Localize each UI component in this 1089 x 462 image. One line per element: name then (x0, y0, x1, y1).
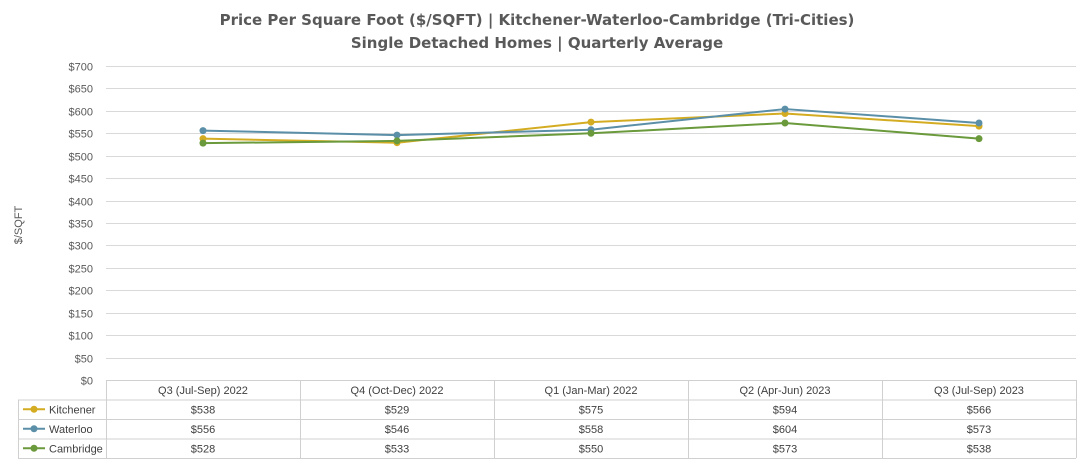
data-cell: $573 (773, 443, 797, 455)
data-cell: $575 (579, 404, 603, 416)
data-table: Q3 (Jul-Sep) 2022 Q4 (Oct-Dec) 2022 Q1 (Ja… (18, 380, 1077, 459)
y-tick-label: $250 (69, 264, 93, 276)
legend-label: Cambridge (49, 443, 103, 455)
y-tick-label: $400 (69, 197, 93, 209)
legend-label: Kitchener (49, 404, 96, 416)
data-cell: $556 (191, 424, 215, 436)
y-axis-label: $/SQFT (13, 205, 25, 244)
y-tick-label: $450 (69, 174, 93, 186)
category-label: Q4 (Oct-Dec) 2022 (351, 385, 444, 397)
y-tick-label: $150 (69, 309, 93, 321)
y-tick-label: $700 (69, 62, 93, 74)
y-tick-label: $300 (69, 241, 93, 253)
chart-subtitle: Single Detached Homes | Quarterly Averag… (351, 34, 723, 53)
data-cell: $604 (773, 424, 797, 436)
y-tick-label: $100 (69, 331, 93, 343)
y-tick-labels: $0 $50 $100 $150 $200 $250 $300 $350 $400 $450 $50… (69, 62, 93, 388)
series-lines (199, 105, 983, 147)
data-cell: $528 (191, 443, 215, 455)
legend-label: Waterloo (49, 424, 93, 436)
data-point (587, 129, 595, 137)
gridlines (106, 66, 1076, 381)
data-cell: $558 (579, 424, 603, 436)
data-point (199, 139, 207, 147)
data-point (781, 105, 789, 113)
data-point (393, 137, 401, 145)
data-point (393, 131, 401, 139)
data-point (587, 118, 595, 126)
y-tick-label: $50 (75, 354, 93, 366)
category-label: Q2 (Apr-Jun) 2023 (739, 385, 830, 397)
y-tick-label: $600 (69, 107, 93, 119)
category-label: Q3 (Jul-Sep) 2023 (934, 385, 1024, 397)
data-cell: $546 (385, 424, 409, 436)
data-cell: $538 (967, 443, 991, 455)
chart-title: Price Per Square Foot ($/SQFT) | Kitchen… (220, 11, 855, 30)
y-tick-label: $500 (69, 152, 93, 164)
data-cell: $573 (967, 424, 991, 436)
legend-marker (30, 405, 38, 413)
legend-marker (30, 444, 38, 452)
legend-marker (30, 425, 38, 433)
data-point (199, 127, 207, 135)
y-tick-label: $650 (69, 84, 93, 96)
data-cell: $538 (191, 404, 215, 416)
data-cell: $533 (385, 443, 409, 455)
y-tick-label: $0 (81, 376, 93, 388)
data-cell: $550 (579, 443, 603, 455)
data-cell: $566 (967, 404, 991, 416)
data-point (975, 135, 983, 143)
y-tick-label: $350 (69, 219, 93, 231)
data-cell: $529 (385, 404, 409, 416)
category-label: Q1 (Jan-Mar) 2022 (545, 385, 638, 397)
y-tick-label: $550 (69, 129, 93, 141)
data-point (781, 119, 789, 127)
category-label: Q3 (Jul-Sep) 2022 (158, 385, 248, 397)
y-tick-label: $200 (69, 286, 93, 298)
data-point (975, 119, 983, 127)
data-cell: $594 (773, 404, 797, 416)
